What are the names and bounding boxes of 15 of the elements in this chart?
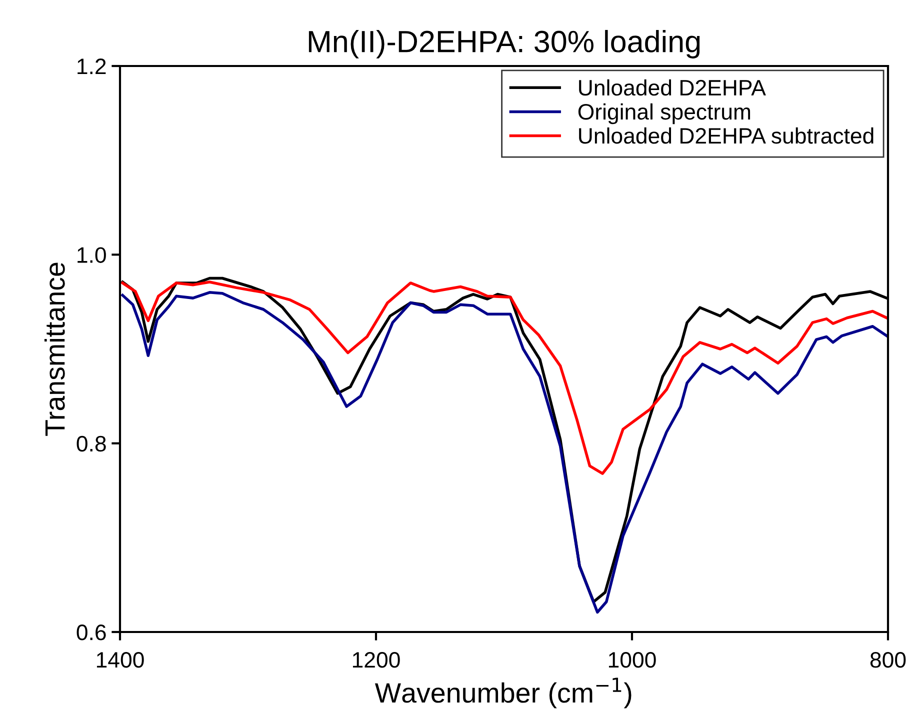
legend-label: Unloaded D2EHPA subtracted — [579, 127, 874, 144]
y-tick-label: 0.8 — [76, 436, 106, 452]
y-axis-title: Transmittance — [44, 262, 65, 436]
chart-title: Mn(II)-D2EHPA: 30% loading — [308, 30, 700, 58]
legend-label: Original spectrum — [578, 103, 750, 124]
y-tick-label: 1.0 — [78, 247, 106, 263]
x-tick-label: 800 — [870, 652, 906, 668]
x-axis-title: Wavenumber (cm$^{−1}$) — [374, 678, 632, 708]
line-series — [121, 280, 888, 475]
legend-label: Unloaded D2EHPA — [579, 79, 766, 96]
x-tick-label: 1000 — [608, 652, 656, 668]
y-tick-label: 1.2 — [78, 58, 106, 74]
y-tick-label: 0.6 — [76, 624, 106, 640]
x-tick-label: 1400 — [96, 652, 144, 668]
x-tick-label: 1200 — [352, 652, 400, 668]
